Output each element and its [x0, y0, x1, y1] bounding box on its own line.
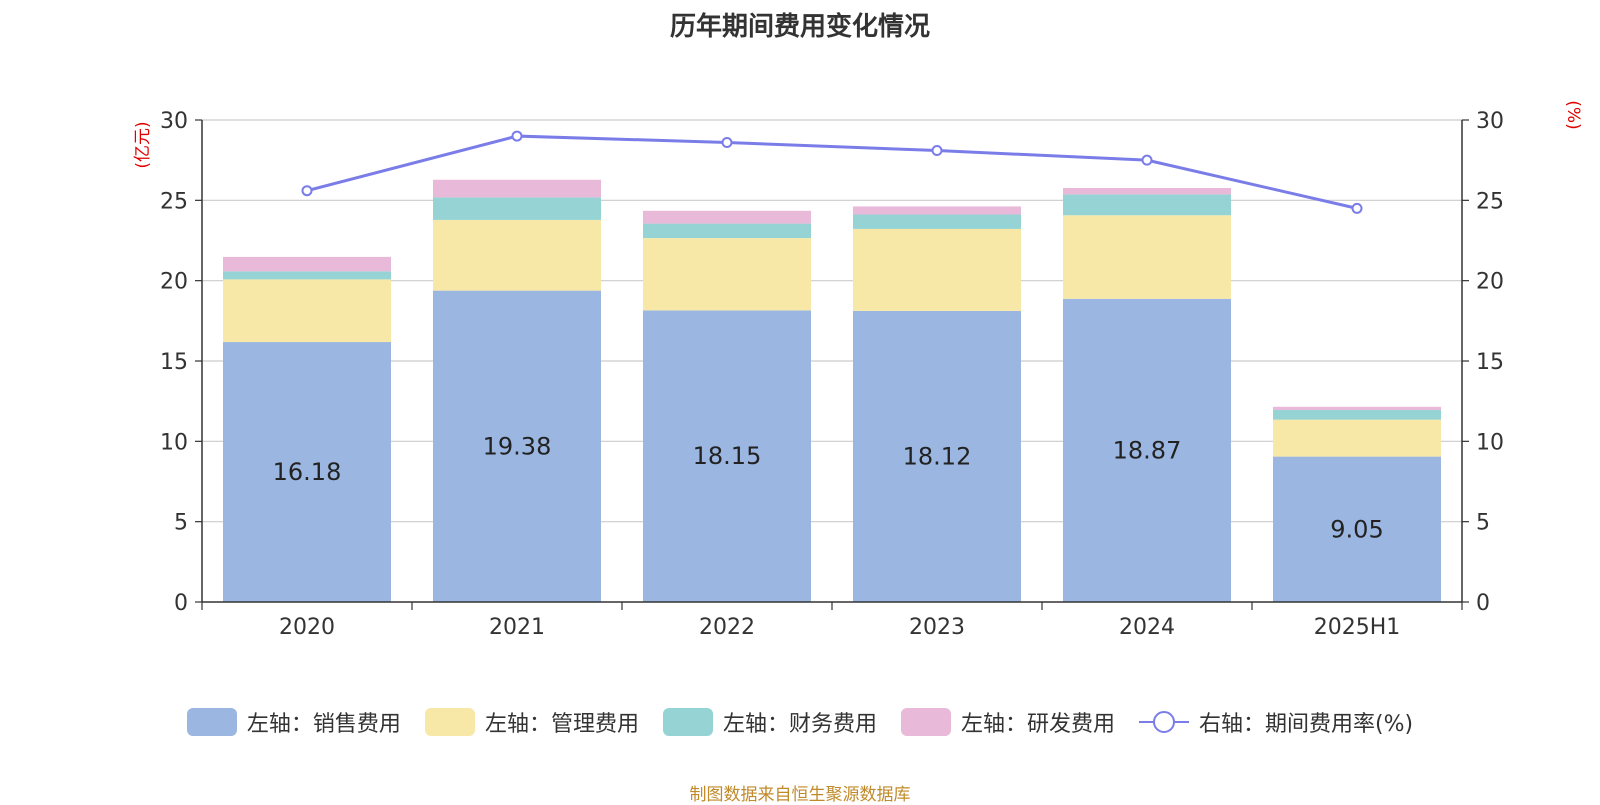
- bar-value-label: 9.05: [1330, 515, 1383, 543]
- bar-segment-1: [433, 290, 601, 602]
- bar-segment-3: [853, 214, 1021, 229]
- rate-point: [1141, 154, 1153, 166]
- bar-segment-2: [223, 279, 391, 343]
- bar-segment-1: [643, 310, 811, 602]
- legend-label: 左轴：财务费用: [722, 712, 877, 737]
- right-tick-label: 10: [1476, 430, 1504, 455]
- right-axis-label: (%): [1563, 100, 1583, 129]
- left-tick-label: 0: [174, 591, 188, 616]
- legend-swatch: [662, 708, 713, 736]
- x-tick-label: 2022: [699, 615, 755, 640]
- bar-marks: [223, 179, 1441, 602]
- rate-point: [721, 136, 733, 148]
- right-tick-label: 20: [1476, 270, 1504, 295]
- legend-item-5[interactable]: 右轴：期间费用率(%): [1138, 706, 1414, 738]
- legend-item-3[interactable]: 左轴：财务费用: [662, 706, 877, 738]
- right-tick-label: 5: [1476, 511, 1490, 536]
- legend-label: 左轴：研发费用: [960, 712, 1115, 737]
- x-tick-label: 2020: [279, 615, 335, 640]
- legend-item-4[interactable]: 左轴：研发费用: [900, 706, 1115, 738]
- source-note: 制图数据来自恒生聚源数据库: [689, 785, 911, 805]
- bar-segment-2: [1273, 419, 1441, 457]
- chart-plot: 0 5 10 15 20 25 30 0 5 10 15 20 25 30 2020 2021 2022 2023…: [133, 100, 1583, 640]
- left-tick-label: 5: [174, 511, 188, 536]
- left-tick-label: 10: [160, 430, 188, 455]
- left-tick-label: 20: [160, 270, 188, 295]
- bar-segment-4: [643, 210, 811, 224]
- bar-segment-4: [1273, 406, 1441, 411]
- data-labels: 16.18 19.38 18.15 18.12 18.87 9.05: [273, 432, 1384, 543]
- bar-segment-3: [1273, 410, 1441, 420]
- legend-item-2[interactable]: 左轴：管理费用: [424, 706, 639, 738]
- chart-title: 历年期间费用变化情况: [669, 12, 930, 42]
- right-tick-label: 15: [1476, 350, 1504, 375]
- bar-segment-4: [223, 256, 391, 272]
- bar-value-label: 18.12: [903, 442, 972, 470]
- bar-value-label: 18.15: [693, 442, 762, 470]
- bar-segment-1: [853, 310, 1021, 602]
- bar-segment-3: [1063, 194, 1231, 216]
- bar-segment-4: [853, 206, 1021, 215]
- legend-swatch: [186, 708, 237, 736]
- rate-line: [301, 130, 1363, 214]
- legend-label: 左轴：管理费用: [484, 712, 639, 737]
- bar-segment-1: [1063, 298, 1231, 602]
- rate-point: [511, 130, 523, 142]
- legend: 左轴：销售费用 左轴：管理费用 左轴：财务费用 左轴：研发费用 右轴：期间费用率(%): [0, 706, 1600, 738]
- bar-value-label: 19.38: [483, 432, 552, 460]
- rate-point: [301, 185, 313, 197]
- x-tick-label: 2023: [909, 615, 965, 640]
- legend-item-1[interactable]: 左轴：销售费用: [186, 706, 401, 738]
- right-tick-label: 30: [1476, 109, 1504, 134]
- bar-segment-1: [1273, 456, 1441, 602]
- bar-segment-1: [223, 342, 391, 602]
- bar-segment-3: [433, 197, 601, 220]
- bar-segment-2: [433, 219, 601, 291]
- x-tick-label: 2025H1: [1314, 615, 1401, 640]
- legend-swatch: [900, 708, 951, 736]
- bar-segment-4: [433, 179, 601, 198]
- right-tick-label: 0: [1476, 591, 1490, 616]
- x-tick-label: 2024: [1119, 615, 1175, 640]
- rate-line-path: [306, 134, 1358, 210]
- legend-label: 左轴：销售费用: [246, 712, 401, 737]
- rate-point: [1351, 202, 1363, 214]
- axes: 0 5 10 15 20 25 30 0 5 10 15 20 25 30 2020 2021 2022 2023…: [133, 100, 1583, 640]
- legend-swatch: [424, 708, 475, 736]
- left-tick-label: 15: [160, 350, 188, 375]
- right-tick-label: 25: [1476, 189, 1504, 214]
- bar-value-label: 18.87: [1113, 436, 1182, 464]
- grid-lines: [202, 119, 1462, 523]
- bar-segment-4: [1063, 187, 1231, 195]
- left-tick-label: 25: [160, 189, 188, 214]
- bar-segment-3: [643, 223, 811, 239]
- rate-point: [931, 145, 943, 157]
- x-tick-label: 2021: [489, 615, 545, 640]
- legend-label: 右轴：期间费用率(%): [1198, 712, 1414, 737]
- bar-segment-2: [853, 228, 1021, 311]
- bar-segment-2: [643, 238, 811, 311]
- bar-value-label: 16.18: [273, 458, 342, 486]
- left-axis-label: (亿元): [133, 121, 153, 168]
- bar-segment-2: [1063, 215, 1231, 299]
- legend-swatch: [1138, 708, 1189, 736]
- bar-segment-3: [223, 271, 391, 280]
- left-tick-label: 30: [160, 109, 188, 134]
